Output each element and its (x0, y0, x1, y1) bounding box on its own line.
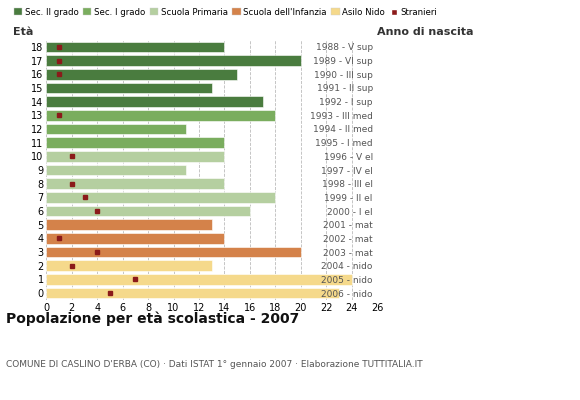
Text: Popolazione per età scolastica - 2007: Popolazione per età scolastica - 2007 (6, 312, 299, 326)
Bar (46, 165, 186, 175)
Bar (46, 42, 224, 52)
Bar (46, 96, 263, 107)
Bar (46, 274, 351, 285)
Bar (46, 110, 275, 121)
Bar (46, 260, 212, 271)
Bar (46, 288, 339, 298)
Bar (46, 55, 300, 66)
Bar (46, 69, 237, 80)
Bar (46, 219, 212, 230)
Bar (46, 247, 300, 258)
Bar (46, 82, 212, 93)
Legend: Sec. II grado, Sec. I grado, Scuola Primaria, Scuola dell'Infanzia, Asilo Nido, : Sec. II grado, Sec. I grado, Scuola Prim… (10, 4, 441, 20)
Bar (46, 124, 186, 134)
Bar (46, 137, 224, 148)
Text: COMUNE DI CASLINO D'ERBA (CO) · Dati ISTAT 1° gennaio 2007 · Elaborazione TUTTIT: COMUNE DI CASLINO D'ERBA (CO) · Dati IST… (6, 360, 422, 369)
Text: Età: Età (13, 27, 34, 37)
Bar (46, 151, 224, 162)
Bar (46, 178, 224, 189)
Bar (46, 192, 275, 203)
Bar (46, 206, 250, 216)
Text: Anno di nascita: Anno di nascita (378, 27, 474, 37)
Bar (46, 233, 224, 244)
